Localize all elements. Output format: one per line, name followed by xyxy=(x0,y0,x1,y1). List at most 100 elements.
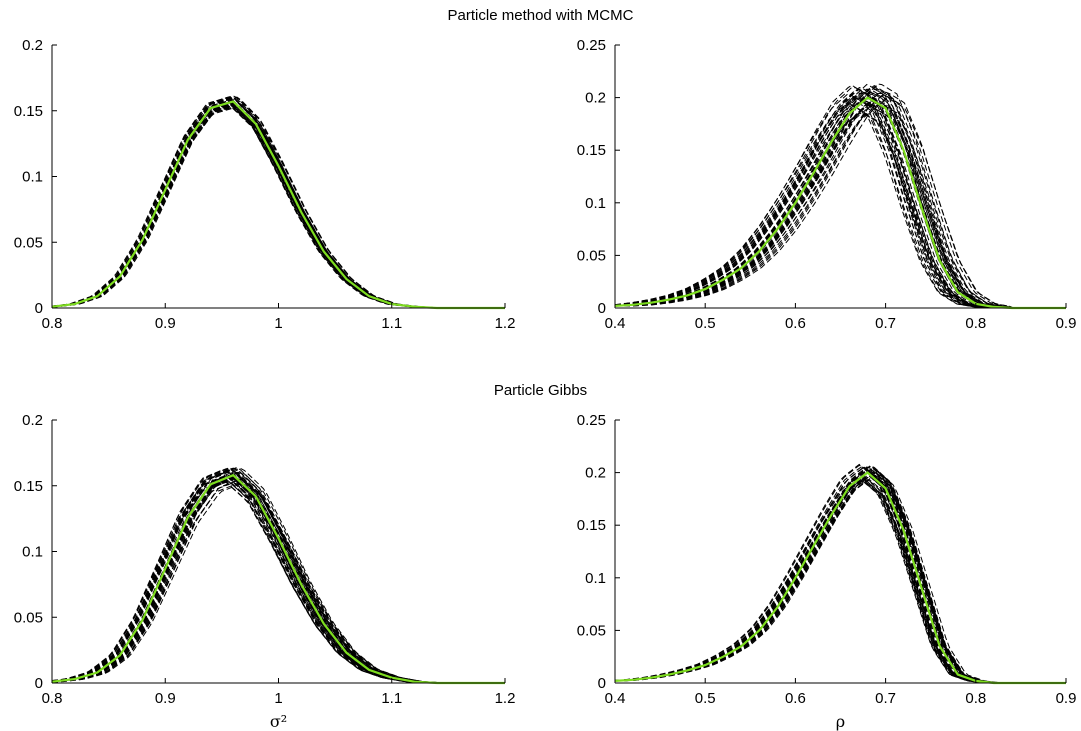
mc-run-line xyxy=(614,477,1066,684)
x-tick-label: 1.1 xyxy=(381,690,402,707)
chart-mcmc-sigma2: 0.8 0.9 1 1.1 1.2 0 0.05 0.1 0.15 0.2 xyxy=(14,37,516,332)
y-tick-label: 0.05 xyxy=(577,247,606,264)
reference-line xyxy=(51,100,505,310)
section-title-mcmc: Particle method with MCMC xyxy=(447,7,634,24)
y-tick-label: 0 xyxy=(35,675,43,692)
y-tick-label: 0.15 xyxy=(577,142,606,159)
x-tick-label: 0.9 xyxy=(1056,315,1077,332)
mc-run-line xyxy=(615,471,1066,684)
mc-run-line xyxy=(614,93,1066,309)
mc-run-line xyxy=(51,101,505,309)
mc-run-line xyxy=(614,103,1066,309)
plot-area xyxy=(51,466,505,685)
x-tick-label: 1.2 xyxy=(495,690,516,707)
mc-run-line xyxy=(615,477,1066,684)
x-tick-label: 0.6 xyxy=(785,315,806,332)
y-tick-label: 0.15 xyxy=(14,103,43,120)
x-axis-label: ρ xyxy=(836,712,845,731)
x-tick-label: 0.9 xyxy=(155,315,176,332)
x-tick-label: 0.5 xyxy=(695,690,716,707)
mc-run-line xyxy=(52,101,505,309)
mc-run-line xyxy=(614,480,1066,684)
mc-run-line xyxy=(615,100,1066,309)
plot-area xyxy=(614,83,1066,310)
mc-run-line xyxy=(614,475,1066,684)
mc-run-line xyxy=(52,476,505,684)
chart-gibbs-rho: 0.4 0.5 0.6 0.7 0.8 0.9 0 0.05 0.1 0.15 0.2 0.25 ρ xyxy=(577,412,1077,731)
mc-run-line xyxy=(51,474,505,684)
mc-run-line xyxy=(52,96,505,309)
mc-run-line xyxy=(614,479,1066,684)
mc-run-line xyxy=(51,477,505,684)
x-tick-label: 0.4 xyxy=(605,690,626,707)
mc-run-line xyxy=(615,86,1066,309)
chart-mcmc-rho: 0.4 0.5 0.6 0.7 0.8 0.9 0 0.05 0.1 0.15 0.2 0.25 xyxy=(577,37,1077,332)
y-tick-label: 0.1 xyxy=(22,544,43,561)
mc-run-line xyxy=(614,101,1066,309)
x-tick-label: 0.6 xyxy=(785,690,806,707)
mc-run-line xyxy=(614,83,1066,309)
y-tick-label: 0.05 xyxy=(14,609,43,626)
chart-gibbs-sigma2: 0.8 0.9 1 1.1 1.2 0 0.05 0.1 0.15 0.2 σ² xyxy=(14,412,516,731)
y-tick-label: 0 xyxy=(598,675,606,692)
y-tick-label: 0.05 xyxy=(577,622,606,639)
mc-run-line xyxy=(614,479,1066,684)
x-tick-label: 0.9 xyxy=(155,690,176,707)
section-title-gibbs: Particle Gibbs xyxy=(493,382,588,399)
mc-run-line xyxy=(51,482,505,684)
y-tick-label: 0.15 xyxy=(14,478,43,495)
mc-run-line xyxy=(51,474,505,684)
mc-run-lines xyxy=(614,83,1066,309)
x-axis-label: σ² xyxy=(270,712,287,731)
y-tick-label: 0.2 xyxy=(22,412,43,429)
x-tick-label: 1.1 xyxy=(381,315,402,332)
x-tick-label: 0.8 xyxy=(965,690,986,707)
plot-area xyxy=(51,95,505,310)
mc-run-line xyxy=(615,477,1066,684)
y-tick-label: 0.1 xyxy=(22,169,43,186)
mc-run-line xyxy=(614,102,1066,309)
x-tick-label: 0.7 xyxy=(875,315,896,332)
plot-area xyxy=(614,463,1066,685)
y-tick-label: 0.1 xyxy=(585,195,606,212)
mc-run-line xyxy=(614,474,1066,684)
mc-run-line xyxy=(51,477,505,684)
mc-run-line xyxy=(51,468,505,684)
mc-run-line xyxy=(615,101,1066,309)
x-tick-label: 0.9 xyxy=(1056,690,1077,707)
mc-run-lines xyxy=(51,466,505,684)
mc-run-line xyxy=(614,480,1066,684)
x-tick-label: 0.5 xyxy=(695,315,716,332)
x-tick-label: 1 xyxy=(274,690,282,707)
mc-run-line xyxy=(52,470,505,684)
mc-run-line xyxy=(614,477,1066,684)
y-tick-label: 0.2 xyxy=(585,465,606,482)
y-tick-label: 0 xyxy=(35,300,43,317)
y-tick-label: 0 xyxy=(598,300,606,317)
y-tick-label: 0.25 xyxy=(577,37,606,54)
y-tick-label: 0.2 xyxy=(22,37,43,54)
x-tick-label: 0.7 xyxy=(875,690,896,707)
y-tick-label: 0.1 xyxy=(585,570,606,587)
y-tick-label: 0.2 xyxy=(585,90,606,107)
y-tick-label: 0.05 xyxy=(14,234,43,251)
mc-run-line xyxy=(614,84,1066,309)
mc-run-line xyxy=(614,86,1066,309)
mc-run-lines xyxy=(614,463,1066,684)
mc-run-line xyxy=(615,91,1066,309)
mc-run-line xyxy=(615,477,1066,684)
mc-run-line xyxy=(615,103,1066,309)
x-tick-label: 0.8 xyxy=(42,690,63,707)
mc-run-line xyxy=(52,471,505,684)
x-tick-label: 0.4 xyxy=(605,315,626,332)
x-tick-label: 1 xyxy=(274,315,282,332)
mc-run-line xyxy=(614,112,1066,309)
mc-run-line xyxy=(615,84,1066,309)
x-tick-label: 0.8 xyxy=(42,315,63,332)
y-tick-label: 0.15 xyxy=(577,517,606,534)
y-tick-label: 0.25 xyxy=(577,412,606,429)
x-tick-label: 0.8 xyxy=(965,315,986,332)
mc-run-line xyxy=(614,480,1066,684)
mc-run-line xyxy=(614,464,1066,684)
mc-run-line xyxy=(615,474,1066,684)
